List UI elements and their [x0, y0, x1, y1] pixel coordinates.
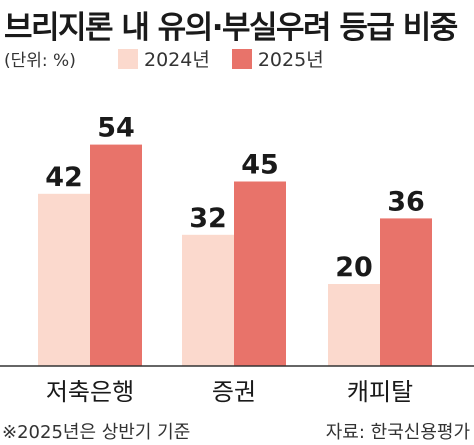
- legend-swatch-2025: [231, 48, 252, 69]
- legend-swatch-2024: [118, 48, 138, 69]
- value-label-2025-cat2: 36: [387, 186, 425, 217]
- unit-label: (단위: %): [4, 51, 76, 71]
- footnote: ※2025년은 상반기 기준: [2, 422, 191, 443]
- category-label-2: 캐피탈: [347, 378, 413, 406]
- value-label-2024-cat1: 32: [189, 203, 227, 234]
- source-note: 자료: 한국신용평가: [325, 422, 470, 443]
- legend-item-2024: 2024년: [118, 45, 210, 72]
- bar-2025-cat0: [90, 144, 142, 366]
- legend: 2024년 2025년: [118, 45, 346, 72]
- bar-2025-cat1: [234, 181, 286, 366]
- value-labels-group: 42 54 32 45 20 36: [45, 113, 425, 283]
- value-label-2025-cat1: 45: [241, 150, 279, 181]
- legend-label-2024: 2024년: [144, 49, 210, 71]
- value-label-2025-cat0: 54: [97, 113, 135, 144]
- value-label-2024-cat2: 20: [335, 252, 373, 283]
- bar-2024-cat2: [328, 284, 380, 366]
- legend-item-2025: 2025년: [231, 45, 324, 72]
- category-labels-group: 저축은행 증권 캐피탈: [46, 378, 413, 406]
- legend-label-2025: 2025년: [257, 49, 324, 71]
- category-label-0: 저축은행: [46, 378, 134, 406]
- bar-2024-cat0: [38, 193, 90, 366]
- bars-group: [38, 144, 432, 366]
- bar-2024-cat1: [182, 234, 234, 366]
- value-label-2024-cat0: 42: [45, 162, 83, 193]
- category-label-1: 증권: [212, 378, 256, 406]
- chart-title: 브리지론 내 유의·부실우려 등급 비중: [4, 10, 458, 46]
- bar-2025-cat2: [380, 218, 432, 366]
